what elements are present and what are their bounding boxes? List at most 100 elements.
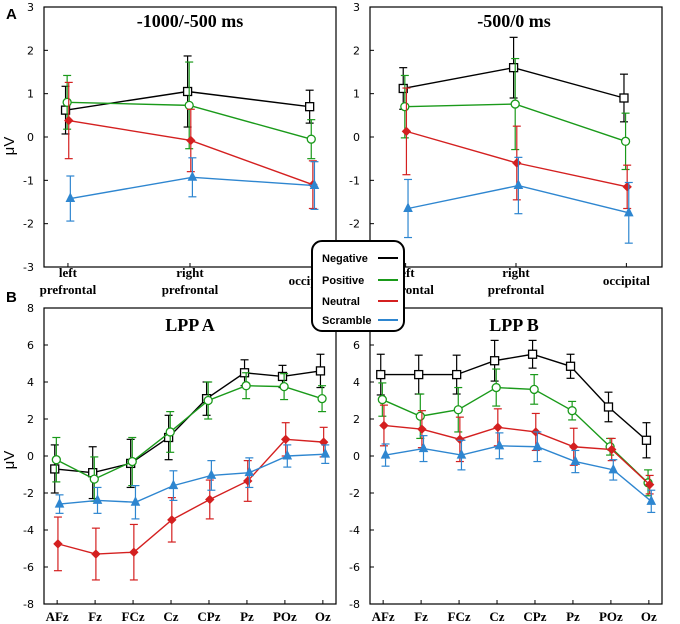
data-point-scramble — [646, 495, 657, 505]
data-point-negative — [50, 464, 60, 474]
data-point-positive — [62, 97, 72, 107]
data-point-positive — [203, 395, 213, 406]
series-scramble — [380, 431, 657, 514]
x-tick-label-oz: Oz — [315, 609, 331, 624]
y-axis-label: μV — [1, 137, 18, 156]
x-tick-label-pz: Pz — [240, 609, 254, 624]
data-point-scramble — [608, 463, 619, 474]
panel-label-a: A — [6, 6, 17, 23]
y-tick-label: 2 — [353, 44, 360, 57]
y-tick-label: 0 — [27, 131, 34, 144]
data-point-neutral — [569, 442, 579, 452]
x-tick-label-afz: AFz — [372, 609, 395, 624]
y-tick-label: -3 — [23, 261, 34, 274]
x-tick-label-fz: Fz — [414, 609, 428, 624]
y-axis-label: μV — [1, 451, 18, 470]
y-tick-label: -1 — [349, 174, 360, 187]
chart-title: -500/0 ms — [477, 11, 551, 31]
data-point-neutral — [417, 424, 427, 434]
data-point-negative — [527, 349, 538, 359]
x-tick-label-cz: Cz — [489, 609, 504, 624]
chart-panel--1000-500: -3-2-10123leftprefrontalrightprefrontalo… — [1, 1, 337, 297]
series-line-neutral — [57, 438, 324, 555]
data-point-neutral — [644, 479, 655, 490]
data-point-scramble — [623, 206, 634, 217]
x-tick-label-pz: Pz — [566, 609, 580, 624]
data-point-positive — [529, 384, 539, 395]
data-point-negative — [182, 86, 193, 97]
y-tick-label: -2 — [349, 487, 360, 500]
y-tick-label: 6 — [27, 339, 34, 352]
data-point-negative — [277, 371, 288, 382]
series-neutral — [53, 422, 329, 581]
data-point-neutral — [91, 549, 101, 559]
data-point-positive — [317, 393, 327, 404]
x-tick-label-occipital: occipital — [603, 273, 650, 288]
legend-label-positive: Positive — [322, 275, 364, 287]
series-line-negative — [380, 353, 647, 441]
y-tick-label: 0 — [353, 450, 360, 463]
data-point-positive — [306, 134, 316, 144]
x-tick-label-cpz: CPz — [523, 609, 546, 624]
data-point-neutral — [493, 422, 503, 433]
data-point-neutral — [186, 135, 196, 146]
data-point-scramble — [187, 171, 198, 181]
y-tick-label: 4 — [353, 376, 360, 389]
data-point-neutral — [379, 420, 389, 431]
y-tick-label: 2 — [27, 44, 34, 57]
data-point-positive — [400, 102, 410, 112]
x-tick-label-fz: Fz — [88, 609, 102, 624]
data-point-positive — [165, 427, 175, 437]
y-tick-label: -4 — [349, 524, 360, 537]
y-tick-label: -6 — [349, 561, 360, 574]
data-point-negative — [641, 435, 652, 445]
series-positive — [62, 61, 316, 160]
data-point-scramble — [320, 448, 331, 458]
data-point-scramble — [494, 439, 505, 450]
data-point-negative — [414, 369, 424, 380]
data-point-scramble — [513, 179, 524, 190]
data-point-negative — [305, 102, 315, 112]
x-tick-label-poz: POz — [273, 609, 297, 624]
data-point-neutral — [401, 126, 412, 137]
y-tick-label: 1 — [353, 88, 360, 101]
data-point-positive — [184, 100, 194, 111]
data-point-scramble — [130, 496, 141, 506]
data-point-negative — [489, 356, 500, 366]
data-point-scramble — [282, 449, 293, 460]
data-point-positive — [377, 394, 387, 405]
data-point-scramble — [92, 494, 103, 504]
data-point-positive — [453, 405, 463, 415]
data-point-negative — [315, 366, 326, 376]
series-scramble — [54, 444, 331, 520]
data-point-neutral — [129, 547, 139, 557]
data-point-positive — [415, 411, 425, 421]
data-point-scramble — [309, 179, 320, 190]
y-tick-label: 1 — [27, 88, 34, 101]
legend-box — [311, 240, 405, 332]
series-negative — [398, 36, 629, 123]
data-point-negative — [565, 361, 576, 371]
data-point-scramble — [380, 448, 391, 459]
series-negative — [376, 339, 652, 459]
data-point-negative — [376, 369, 386, 380]
data-point-positive — [279, 381, 289, 392]
data-point-neutral — [53, 539, 63, 549]
series-positive — [51, 372, 327, 502]
series-positive — [377, 368, 653, 497]
data-point-scramble — [403, 202, 413, 212]
data-point-neutral — [64, 115, 74, 126]
data-point-positive — [491, 382, 501, 393]
data-point-scramble — [244, 466, 255, 477]
data-point-scramble — [54, 497, 65, 508]
series-line-scramble — [385, 445, 652, 502]
panel-label-b: B — [6, 289, 17, 306]
x-tick-label-left-prefrontal: left prefrontal — [40, 265, 97, 297]
series-line-positive — [382, 386, 649, 484]
y-tick-label: -8 — [349, 598, 360, 611]
data-point-negative — [508, 63, 519, 73]
data-point-neutral — [318, 437, 329, 447]
chart-panel--500-0: -3-2-10123leftprefrontalrightprefrontalo… — [349, 1, 663, 297]
